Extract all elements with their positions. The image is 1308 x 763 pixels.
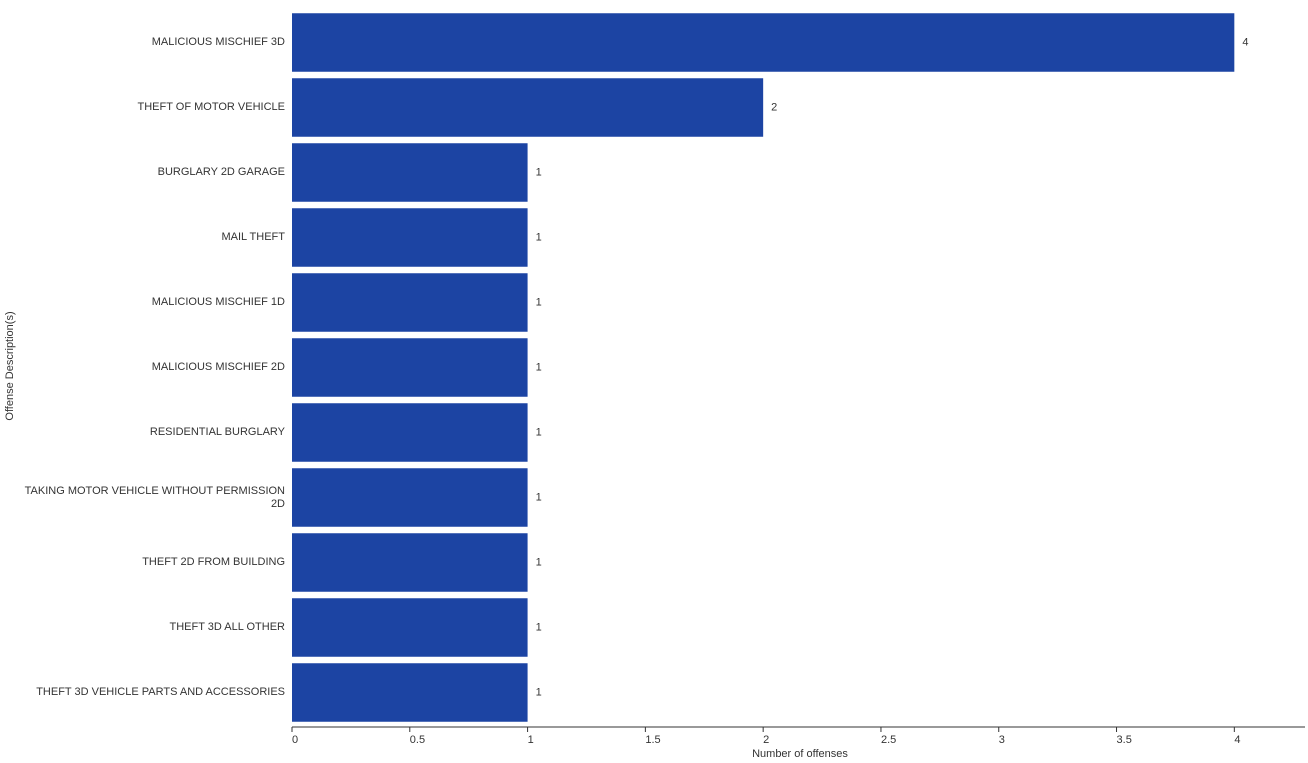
x-tick-label: 0 <box>292 734 298 746</box>
bar <box>292 13 1235 72</box>
value-label: 1 <box>536 491 542 503</box>
value-label: 1 <box>536 296 542 308</box>
y-tick-label: THEFT 2D FROM BUILDING <box>142 556 285 568</box>
value-label: 1 <box>536 621 542 633</box>
bar <box>292 208 528 267</box>
y-tick-label: MALICIOUS MISCHIEF 2D <box>151 361 285 373</box>
y-tick-label: TAKING MOTOR VEHICLE WITHOUT PERMISSION … <box>24 484 285 510</box>
bar <box>292 143 528 202</box>
bar <box>292 273 528 332</box>
y-tick-label: THEFT 3D VEHICLE PARTS AND ACCESSORIES <box>36 686 285 698</box>
value-label: 1 <box>536 166 542 178</box>
x-tick-label: 3.5 <box>1117 734 1132 746</box>
y-tick-label: MALICIOUS MISCHIEF 1D <box>151 296 285 308</box>
value-label: 1 <box>536 361 542 373</box>
y-tick-label: THEFT 3D ALL OTHER <box>169 621 285 633</box>
value-label: 4 <box>1242 36 1248 48</box>
value-label: 1 <box>536 556 542 568</box>
value-label: 1 <box>536 231 542 243</box>
y-tick-label: BURGLARY 2D GARAGE <box>157 166 285 178</box>
y-tick-label: MALICIOUS MISCHIEF 3D <box>151 36 285 48</box>
y-axis-label: Offense Description(s) <box>4 311 16 420</box>
bar <box>292 663 528 722</box>
x-tick-label: 4 <box>1234 734 1240 746</box>
bar <box>292 533 528 592</box>
y-tick-label: RESIDENTIAL BURGLARY <box>149 426 285 438</box>
bar <box>292 403 528 462</box>
bar <box>292 468 528 527</box>
x-tick-label: 1 <box>528 734 534 746</box>
y-tick-label: THEFT OF MOTOR VEHICLE <box>137 101 286 113</box>
value-label: 2 <box>771 101 777 113</box>
value-label: 1 <box>536 686 542 698</box>
bar <box>292 598 528 657</box>
x-axis-label: Number of offenses <box>752 748 848 760</box>
x-tick-label: 3 <box>999 734 1005 746</box>
bar <box>292 78 764 137</box>
x-tick-label: 2 <box>763 734 769 746</box>
x-tick-label: 2.5 <box>881 734 896 746</box>
x-tick-label: 1.5 <box>645 734 660 746</box>
bar <box>292 338 528 397</box>
x-tick-label: 0.5 <box>410 734 425 746</box>
value-label: 1 <box>536 426 542 438</box>
y-tick-label: MAIL THEFT <box>221 231 285 243</box>
